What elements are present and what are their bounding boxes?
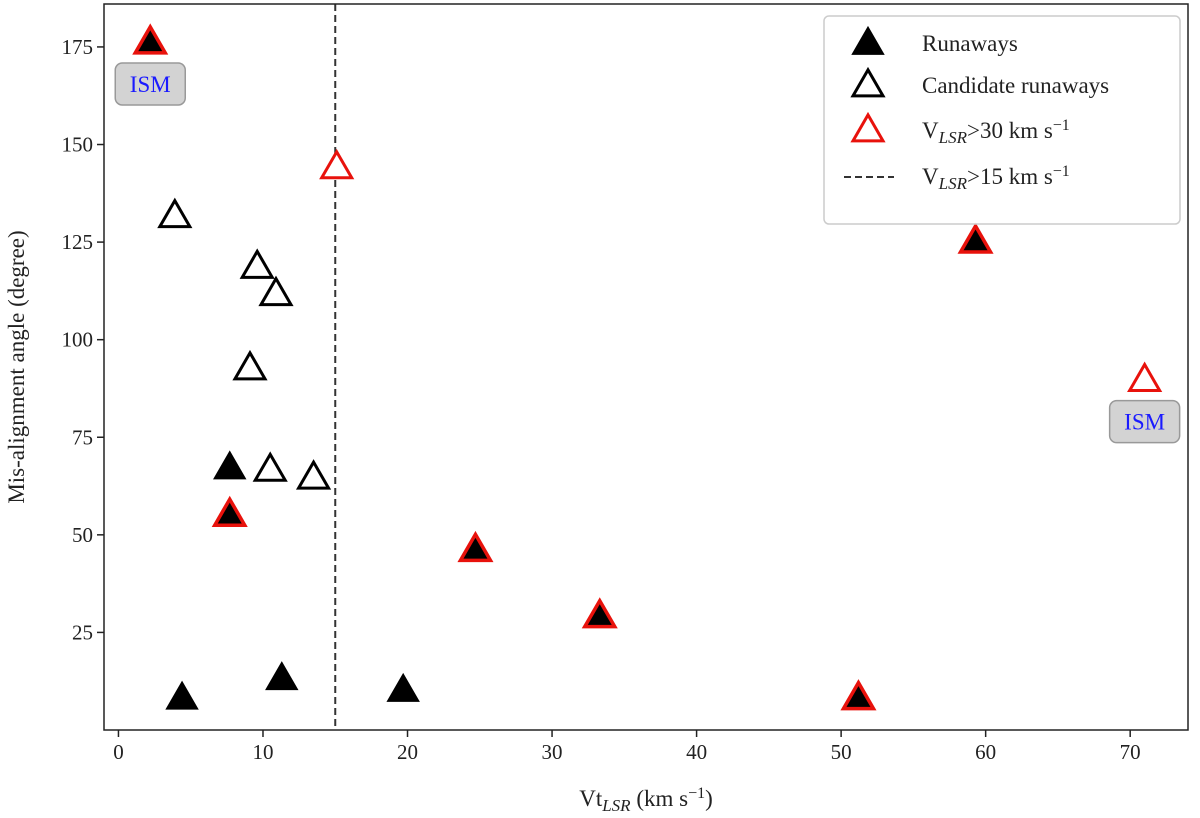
runaway-vlsr30-point xyxy=(132,23,169,55)
candidate-runaway-point xyxy=(258,275,294,307)
y-tick-label: 175 xyxy=(62,35,94,59)
x-axis-title-end: ) xyxy=(705,786,713,811)
x-tick-label: 0 xyxy=(113,740,124,764)
runaway-vlsr30-point xyxy=(211,495,248,527)
x-tick-label: 20 xyxy=(397,740,418,764)
y-tick-label: 75 xyxy=(72,425,93,449)
data-points-layer xyxy=(132,23,1163,711)
y-tick-label: 125 xyxy=(62,230,94,254)
runaway-vlsr30-point xyxy=(581,597,618,629)
y-tick-label: 25 xyxy=(72,620,93,644)
x-axis-title-sub: LSR xyxy=(601,796,631,815)
legend-label-rest: >30 km s xyxy=(967,118,1053,143)
legend-label-main: V xyxy=(922,164,939,189)
x-tick-label: 60 xyxy=(975,740,996,764)
legend-label-runaways: Runaways xyxy=(922,31,1018,56)
legend-marker-vlsr30 xyxy=(850,111,886,143)
x-tick-label: 40 xyxy=(686,740,707,764)
legend-label-sub: LSR xyxy=(938,174,968,193)
ism-annotation-label: ISM xyxy=(130,72,171,97)
runaway-point xyxy=(386,672,420,702)
legend-label-rest: >15 km s xyxy=(967,164,1053,189)
y-tick-label: 100 xyxy=(62,328,94,352)
legend-label-vlsr30: VLSR>30 km s−1 xyxy=(922,117,1070,147)
tick-layer: 0 10 20 30 40 50 60 70 25 50 75 100 125 150 175 xyxy=(62,35,1141,764)
legend-label-sub: LSR xyxy=(938,128,968,147)
legend-label-vlsr15: VLSR>15 km s−1 xyxy=(922,163,1070,193)
y-tick-label: 50 xyxy=(72,523,93,547)
candidate-runaway-point xyxy=(252,451,288,482)
ism-annotation-label: ISM xyxy=(1124,410,1165,435)
runaway-point xyxy=(165,680,199,710)
plot-frame xyxy=(103,3,1189,731)
ism-annotation-box xyxy=(1108,399,1181,444)
legend-label-sup: −1 xyxy=(1053,163,1070,180)
candidate-runaway-point xyxy=(157,197,193,229)
legend-marker-runaways xyxy=(851,25,885,55)
runaway-vlsr30-point xyxy=(957,222,994,254)
y-axis-title: Mis-alignment angle (degree) xyxy=(4,230,29,503)
legend-label-sup: −1 xyxy=(1053,117,1070,134)
runaway-point xyxy=(265,661,299,691)
x-axis-title: VtLSR (km s−1) xyxy=(579,785,713,815)
candidate-runaway-point xyxy=(232,349,268,381)
candidate-runaway-point xyxy=(295,459,332,490)
candidate-runaway-point xyxy=(239,248,275,279)
candidate-vlsr30-point xyxy=(1127,361,1163,393)
ism-annotation-box xyxy=(114,62,187,106)
y-tick-label: 150 xyxy=(62,133,94,157)
legend-box xyxy=(823,15,1181,225)
annotation-layer: ISM ISM xyxy=(114,62,1181,444)
runaway-vlsr30-point xyxy=(840,679,877,711)
legend-label-main: V xyxy=(922,118,939,143)
legend-marker-candidates xyxy=(850,66,886,98)
x-tick-label: 30 xyxy=(542,740,563,764)
x-tick-label: 70 xyxy=(1120,740,1141,764)
x-axis-title-rest: (km s xyxy=(631,786,689,811)
x-tick-label: 10 xyxy=(252,740,273,764)
runaway-vlsr30-point xyxy=(457,530,494,563)
x-tick-label: 50 xyxy=(831,740,852,764)
x-axis-title-sup: −1 xyxy=(688,785,705,802)
runaway-point xyxy=(213,450,247,480)
legend-label-candidates: Candidate runaways xyxy=(922,73,1109,98)
x-axis-title-main: Vt xyxy=(579,786,603,811)
candidate-vlsr30-point xyxy=(319,148,355,180)
